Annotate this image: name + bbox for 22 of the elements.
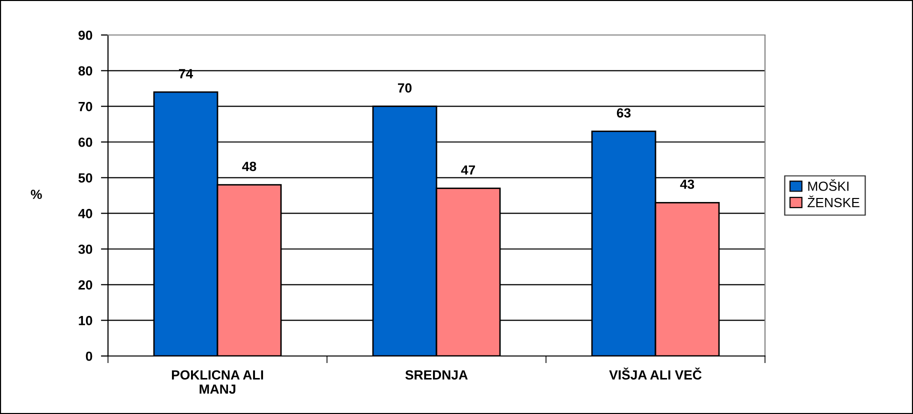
data-label: 70	[398, 83, 412, 93]
y-tick-label: 0	[86, 352, 92, 361]
y-axis-title: %	[30, 190, 42, 200]
y-tick-label: 90	[78, 30, 92, 40]
data-label: 48	[242, 162, 256, 172]
x-tick-label: VIŠJA ALI VEČ	[609, 368, 702, 380]
y-tick-label: 20	[78, 280, 92, 290]
y-tick-label: 40	[78, 208, 92, 218]
y-tick-label: 30	[78, 244, 92, 254]
y-tick-label: 50	[78, 173, 92, 183]
y-tick-label: 70	[78, 102, 92, 112]
y-tick-label: 60	[78, 138, 92, 147]
y-tick-label: 10	[78, 316, 92, 326]
legend-label: MOŠKI	[808, 179, 848, 191]
data-label: 74	[178, 69, 194, 78]
y-tick-label: 80	[78, 66, 92, 76]
data-label: 43	[680, 180, 694, 189]
data-label: 47	[461, 165, 476, 175]
x-tick-label: SREDNJA	[405, 370, 468, 380]
legend-label: ŽENSKE	[808, 196, 860, 208]
data-label: 63	[616, 108, 631, 118]
x-tick-label: POKLICNA ALI MANJ	[172, 370, 264, 394]
